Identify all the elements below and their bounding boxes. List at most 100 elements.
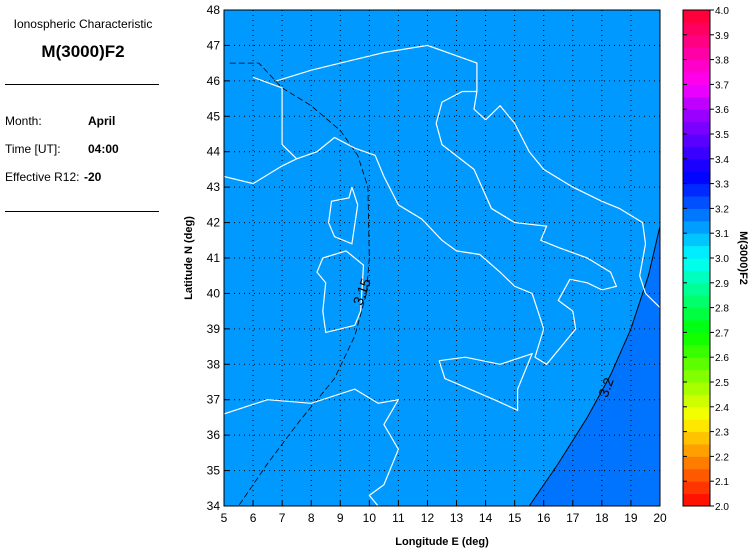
r12-label: Effective R12: — [5, 170, 80, 184]
colorbar-segment — [683, 59, 710, 73]
colorbar-tick-label: 2.5 — [715, 378, 729, 389]
colorbar-segment — [683, 394, 710, 408]
colorbar-tick-label: 2.9 — [715, 279, 729, 290]
colorbar-segment — [683, 406, 710, 420]
colorbar-segment — [683, 34, 710, 48]
colorbar-segment — [683, 419, 710, 433]
colorbar-segment — [683, 307, 710, 321]
colorbar-segment — [683, 282, 710, 296]
colorbar-tick-label: 3.4 — [715, 155, 729, 166]
colorbar-segment — [683, 22, 710, 36]
x-tick-label: 9 — [337, 511, 344, 525]
colorbar-tick-label: 2.7 — [715, 328, 729, 339]
colorbar-segment — [683, 431, 710, 445]
x-tick-label: 12 — [421, 511, 435, 525]
x-tick-label: 19 — [624, 511, 638, 525]
colorbar-segment — [683, 245, 710, 259]
y-tick-label: 40 — [207, 286, 221, 300]
y-tick-label: 44 — [207, 145, 221, 159]
title: M(3000)F2 — [41, 42, 125, 61]
x-tick-label: 17 — [566, 511, 580, 525]
colorbar-segment — [683, 270, 710, 284]
colorbar-tick-label: 3.9 — [715, 31, 729, 42]
divider — [5, 211, 159, 212]
subtitle: Ionospheric Characteristic — [13, 17, 153, 31]
colorbar-tick-label: 3.8 — [715, 56, 729, 67]
colorbar-tick-label: 2.2 — [715, 452, 729, 463]
colorbar-segment — [683, 208, 710, 222]
colorbar-tick-label: 3.5 — [715, 130, 729, 141]
colorbar-tick-label: 2.6 — [715, 353, 729, 364]
colorbar-segment — [683, 468, 710, 482]
y-tick-label: 35 — [207, 464, 221, 478]
colorbar-tick-label: 3.2 — [715, 204, 729, 215]
colorbar-tick-label: 2.8 — [715, 304, 729, 315]
colorbar-segment — [683, 134, 710, 147]
coastline — [224, 90, 660, 366]
divider — [5, 84, 159, 85]
y-tick-label: 37 — [207, 393, 221, 407]
y-tick-label: 34 — [207, 499, 221, 513]
colorbar-tick-label: 3.0 — [715, 254, 729, 265]
colorbar-tick-label: 3.7 — [715, 80, 729, 91]
colorbar-segment — [683, 84, 710, 98]
colorbar-tick-label: 4.0 — [715, 6, 729, 17]
colorbar-segment — [683, 158, 710, 172]
colorbar-segment — [683, 369, 710, 383]
y-tick-label: 38 — [207, 357, 221, 371]
y-tick-label: 36 — [207, 428, 221, 442]
colorbar-segment — [683, 109, 710, 123]
x-tick-label: 5 — [221, 511, 228, 525]
colorbar-segment — [683, 72, 710, 85]
y-tick-label: 41 — [207, 251, 221, 265]
colorbar-tick-label: 3.6 — [715, 105, 729, 116]
colorbar-segment — [683, 382, 710, 395]
coastline — [327, 186, 359, 245]
x-tick-label: 15 — [508, 511, 522, 525]
x-tick-label: 20 — [653, 511, 667, 525]
colorbar-segment — [683, 10, 710, 23]
colorbar-tick-label: 2.3 — [715, 428, 729, 439]
region-3-2 — [529, 226, 660, 506]
x-tick-label: 13 — [450, 511, 464, 525]
coastline — [276, 44, 478, 92]
x-tick-label: 8 — [308, 511, 315, 525]
colorbar-tick-label: 2.0 — [715, 502, 729, 513]
month-label: Month: — [5, 114, 42, 128]
contour-label: 3.2 — [595, 375, 617, 399]
r12-value: -20 — [84, 170, 102, 184]
colorbar-segment — [683, 47, 710, 61]
colorbar-segment — [683, 96, 710, 110]
colorbar-segment — [683, 171, 710, 185]
x-tick-label: 18 — [595, 511, 609, 525]
x-tick-label: 10 — [363, 511, 377, 525]
colorbar-segment — [683, 332, 710, 346]
coastline — [252, 76, 298, 160]
x-tick-label: 7 — [279, 511, 286, 525]
time-value: 04:00 — [88, 142, 119, 156]
colorbar-segment — [683, 493, 710, 507]
colorbar-segment — [683, 481, 710, 495]
y-tick-label: 39 — [207, 322, 221, 336]
colorbar-segment — [683, 357, 710, 371]
x-tick-label: 16 — [537, 511, 551, 525]
colorbar-segment — [683, 196, 710, 209]
colorbar-segment — [683, 258, 710, 271]
y-tick-label: 45 — [207, 109, 221, 123]
y-tick-label: 46 — [207, 74, 221, 88]
colorbar-tick-label: 3.1 — [715, 229, 729, 240]
y-axis-label: Latitude N (deg) — [183, 216, 195, 300]
colorbar-segment — [683, 233, 710, 247]
month-value: April — [88, 114, 116, 128]
y-tick-label: 43 — [207, 180, 221, 194]
colorbar-segment — [683, 344, 710, 358]
contour-3-2 — [528, 225, 660, 506]
colorbar-tick-label: 2.1 — [715, 477, 729, 488]
coastline — [316, 250, 365, 334]
x-axis-label: Longitude E (deg) — [395, 536, 489, 548]
colorbar-segment — [683, 220, 710, 234]
coastline — [224, 388, 400, 506]
time-label: Time [UT]: — [5, 142, 61, 156]
y-tick-label: 48 — [207, 3, 221, 17]
colorbar-segment — [683, 444, 710, 457]
